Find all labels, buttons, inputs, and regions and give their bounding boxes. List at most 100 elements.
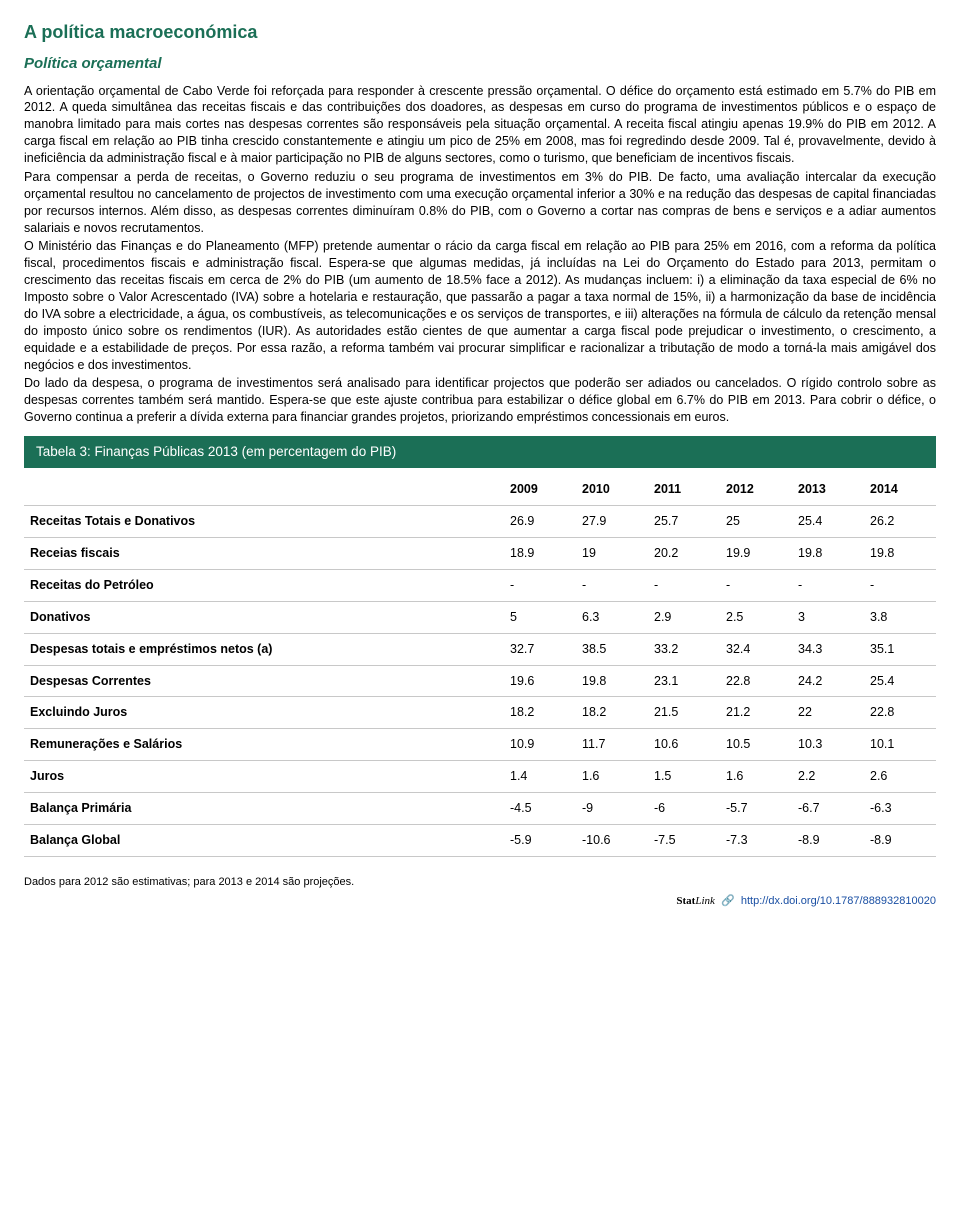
cell-value: 32.4 (720, 633, 792, 665)
paragraph: O Ministério das Finanças e do Planeamen… (24, 238, 936, 373)
cell-value: 10.1 (864, 729, 936, 761)
cell-value: 10.3 (792, 729, 864, 761)
column-header-year: 2012 (720, 474, 792, 505)
cell-value: 34.3 (792, 633, 864, 665)
cell-value: -8.9 (792, 824, 864, 856)
cell-value: 22 (792, 697, 864, 729)
cell-value: 19.9 (720, 538, 792, 570)
cell-value: 25 (720, 506, 792, 538)
cell-value: 23.1 (648, 665, 720, 697)
statlink-icon: 🔗 (721, 895, 735, 907)
cell-value: 20.2 (648, 538, 720, 570)
cell-value: 2.6 (864, 761, 936, 793)
cell-value: -6.7 (792, 793, 864, 825)
cell-value: 25.4 (864, 665, 936, 697)
cell-value: 19 (576, 538, 648, 570)
statlink: StatLink 🔗 http://dx.doi.org/10.1787/888… (24, 894, 936, 909)
cell-value: -7.3 (720, 824, 792, 856)
cell-value: 19.6 (504, 665, 576, 697)
cell-value: 18.2 (504, 697, 576, 729)
cell-value: 27.9 (576, 506, 648, 538)
column-header-year: 2014 (864, 474, 936, 505)
table-footnote: Dados para 2012 são estimativas; para 20… (24, 875, 936, 890)
paragraph: Para compensar a perda de receitas, o Go… (24, 169, 936, 237)
row-label: Juros (24, 761, 504, 793)
row-label: Despesas totais e empréstimos netos (a) (24, 633, 504, 665)
cell-value: 26.2 (864, 506, 936, 538)
column-header-blank (24, 474, 504, 505)
cell-value: 6.3 (576, 601, 648, 633)
table-row: Despesas Correntes19.619.823.122.824.225… (24, 665, 936, 697)
paragraph: Do lado da despesa, o programa de invest… (24, 375, 936, 426)
cell-value: 18.2 (576, 697, 648, 729)
cell-value: - (576, 569, 648, 601)
row-label: Receitas Totais e Donativos (24, 506, 504, 538)
cell-value: - (792, 569, 864, 601)
row-label: Excluindo Juros (24, 697, 504, 729)
cell-value: 22.8 (864, 697, 936, 729)
cell-value: -6.3 (864, 793, 936, 825)
cell-value: 11.7 (576, 729, 648, 761)
cell-value: -7.5 (648, 824, 720, 856)
cell-value: 26.9 (504, 506, 576, 538)
table-row: Despesas totais e empréstimos netos (a)3… (24, 633, 936, 665)
cell-value: -5.9 (504, 824, 576, 856)
cell-value: 38.5 (576, 633, 648, 665)
cell-value: 35.1 (864, 633, 936, 665)
cell-value: -8.9 (864, 824, 936, 856)
cell-value: - (648, 569, 720, 601)
table-row: Remunerações e Salários10.911.710.610.51… (24, 729, 936, 761)
cell-value: 10.6 (648, 729, 720, 761)
cell-value: -5.7 (720, 793, 792, 825)
section-heading: A política macroeconómica (24, 20, 936, 44)
cell-value: 19.8 (576, 665, 648, 697)
cell-value: 2.5 (720, 601, 792, 633)
cell-value: 21.5 (648, 697, 720, 729)
row-label: Receitas do Petróleo (24, 569, 504, 601)
cell-value: -10.6 (576, 824, 648, 856)
subsection-heading: Política orçamental (24, 54, 936, 74)
cell-value: 22.8 (720, 665, 792, 697)
row-label: Balança Global (24, 824, 504, 856)
cell-value: -9 (576, 793, 648, 825)
cell-value: 18.9 (504, 538, 576, 570)
cell-value: 1.6 (576, 761, 648, 793)
row-label: Balança Primária (24, 793, 504, 825)
table-row: Balança Primária-4.5-9-6-5.7-6.7-6.3 (24, 793, 936, 825)
table-row: Donativos56.32.92.533.8 (24, 601, 936, 633)
cell-value: 1.4 (504, 761, 576, 793)
cell-value: 19.8 (792, 538, 864, 570)
column-header-year: 2009 (504, 474, 576, 505)
table-row: Balança Global-5.9-10.6-7.5-7.3-8.9-8.9 (24, 824, 936, 856)
cell-value: 2.9 (648, 601, 720, 633)
cell-value: - (864, 569, 936, 601)
column-header-year: 2011 (648, 474, 720, 505)
cell-value: 10.9 (504, 729, 576, 761)
cell-value: - (504, 569, 576, 601)
paragraph: A orientação orçamental de Cabo Verde fo… (24, 83, 936, 167)
cell-value: 3 (792, 601, 864, 633)
cell-value: 33.2 (648, 633, 720, 665)
column-header-year: 2013 (792, 474, 864, 505)
cell-value: 32.7 (504, 633, 576, 665)
statlink-url[interactable]: http://dx.doi.org/10.1787/888932810020 (741, 895, 936, 907)
cell-value: 25.4 (792, 506, 864, 538)
cell-value: 24.2 (792, 665, 864, 697)
cell-value: 25.7 (648, 506, 720, 538)
table-row: Excluindo Juros18.218.221.521.22222.8 (24, 697, 936, 729)
cell-value: 5 (504, 601, 576, 633)
public-finance-table: 200920102011201220132014 Receitas Totais… (24, 474, 936, 857)
table-row: Receitas Totais e Donativos26.927.925.72… (24, 506, 936, 538)
cell-value: -6 (648, 793, 720, 825)
cell-value: 10.5 (720, 729, 792, 761)
cell-value: 21.2 (720, 697, 792, 729)
row-label: Remunerações e Salários (24, 729, 504, 761)
body-text: A orientação orçamental de Cabo Verde fo… (24, 83, 936, 427)
table-row: Receias fiscais18.91920.219.919.819.8 (24, 538, 936, 570)
statlink-brand: StatLink (676, 895, 715, 907)
cell-value: 3.8 (864, 601, 936, 633)
cell-value: 1.5 (648, 761, 720, 793)
cell-value: 1.6 (720, 761, 792, 793)
cell-value: -4.5 (504, 793, 576, 825)
cell-value: - (720, 569, 792, 601)
